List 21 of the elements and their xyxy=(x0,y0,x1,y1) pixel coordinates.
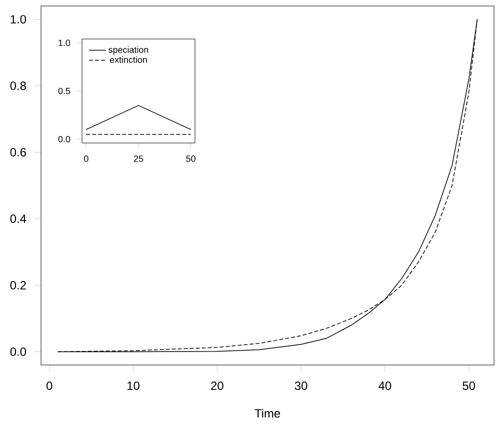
y-tick-label: 0.6 xyxy=(10,148,26,156)
x-tick-label: 50 xyxy=(186,156,196,162)
y-tick-label: 1.0 xyxy=(10,15,26,24)
legend-label: extinction xyxy=(110,56,147,63)
x-tick-label: 25 xyxy=(134,156,144,162)
y-tick-label: 1.0 xyxy=(58,40,70,46)
x-tick-label: 40 xyxy=(378,382,392,390)
y-tick-label: 0.5 xyxy=(58,88,70,94)
y-tick-label: 0.2 xyxy=(10,280,26,290)
x-tick-label: 0 xyxy=(46,382,52,390)
y-tick-label: 0.0 xyxy=(10,347,26,356)
x-tick-label: 30 xyxy=(294,382,308,390)
y-tick-label: 0.8 xyxy=(10,82,26,90)
x-tick-label: 50 xyxy=(462,382,476,390)
x-tick-label: 10 xyxy=(128,382,140,390)
x-tick-label: 0 xyxy=(84,156,88,162)
legend-label: speciation xyxy=(108,46,148,55)
y-tick-label: 0.4 xyxy=(10,214,26,223)
x-tick-label: 20 xyxy=(211,382,224,390)
x-axis-title: Time xyxy=(254,408,280,418)
y-tick-label: 0.0 xyxy=(58,136,70,142)
